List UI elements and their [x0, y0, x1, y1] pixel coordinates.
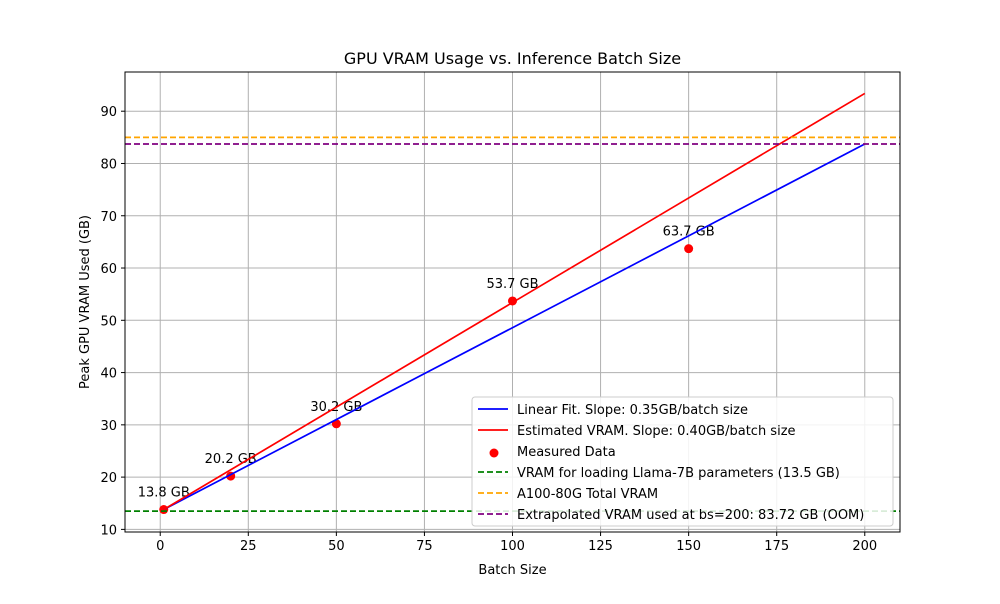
x-tick-label: 200	[852, 539, 877, 554]
data-label: 53.7 GB	[486, 277, 538, 292]
legend-entry: A100-80G Total VRAM	[517, 487, 658, 502]
legend-marker	[489, 448, 499, 458]
legend-entry: VRAM for loading Llama-7B parameters (13…	[517, 466, 840, 481]
y-tick-label: 50	[100, 314, 117, 329]
x-tick-label: 125	[588, 539, 613, 554]
legend-entry: Extrapolated VRAM used at bs=200: 83.72 …	[517, 508, 864, 523]
legend-box	[471, 396, 894, 527]
legend: Linear Fit. Slope: 0.35GB/batch size Esti…	[471, 396, 894, 527]
legend-entry: Estimated VRAM. Slope: 0.40GB/batch size	[517, 424, 796, 439]
data-label: 13.8 GB	[138, 486, 190, 501]
y-tick-label: 90	[100, 105, 117, 120]
y-tick-label: 20	[100, 471, 117, 486]
x-tick-label: 150	[676, 539, 701, 554]
y-tick-label: 80	[100, 157, 117, 172]
data-label: 20.2 GB	[205, 452, 257, 467]
x-tick-label: 175	[764, 539, 789, 554]
series-line	[163, 92, 866, 511]
x-axis-label: Batch Size	[478, 563, 546, 578]
y-axis-label: Peak GPU VRAM Used (GB)	[78, 215, 93, 389]
legend-entry: Linear Fit. Slope: 0.35GB/batch size	[517, 403, 748, 418]
ticks: 0 25 50 75 100 125 150 175 200 10 20 30 40 50 60 70 80 90	[100, 105, 877, 554]
measured-data-point	[684, 244, 694, 254]
legend-entry: Measured Data	[517, 445, 616, 460]
y-tick-label: 10	[100, 523, 117, 538]
y-tick-label: 60	[100, 262, 117, 277]
x-tick-label: 50	[328, 539, 345, 554]
y-tick-label: 30	[100, 419, 117, 434]
y-tick-label: 40	[100, 367, 117, 382]
chart-title: GPU VRAM Usage vs. Inference Batch Size	[344, 49, 681, 68]
y-tick-label: 70	[100, 210, 117, 225]
series-line	[163, 143, 866, 511]
grid	[125, 72, 900, 532]
x-tick-label: 25	[240, 539, 257, 554]
x-tick-label: 0	[156, 539, 164, 554]
x-tick-label: 100	[500, 539, 525, 554]
x-tick-label: 75	[416, 539, 433, 554]
